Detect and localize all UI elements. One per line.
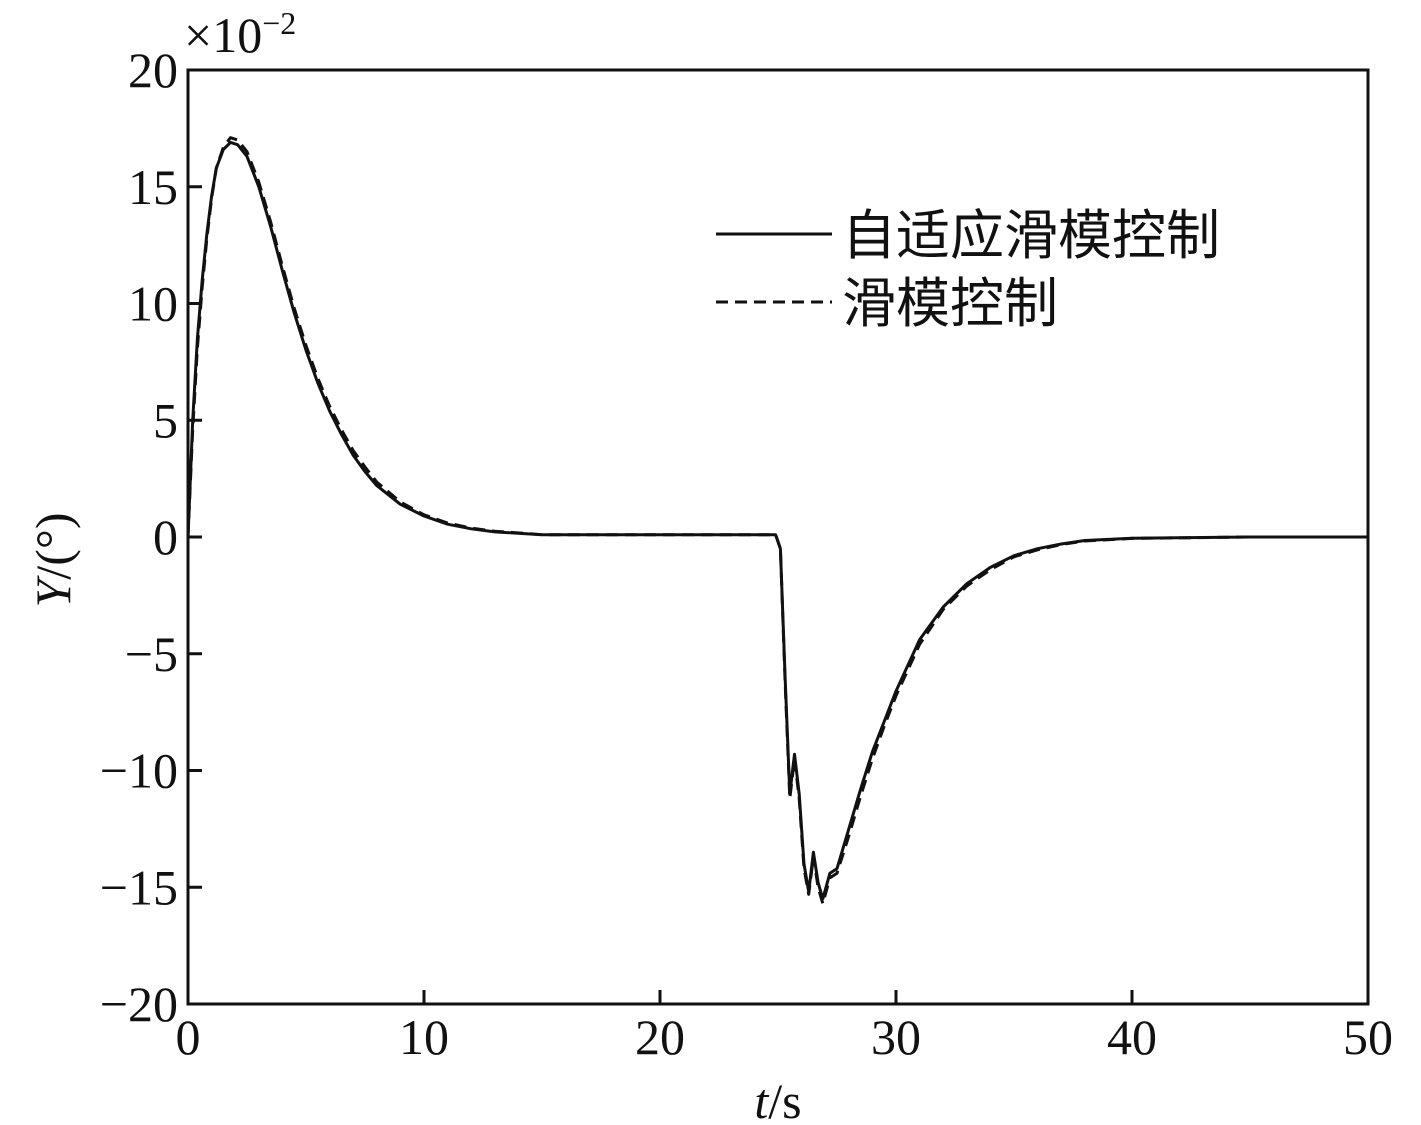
x-axis-var: t	[754, 1073, 769, 1125]
y-tick-label: −10	[100, 743, 178, 799]
series-line-adaptive-smc	[186, 140, 1368, 901]
y-axis-unit: /(°)	[25, 513, 81, 580]
y-tick-label: 5	[153, 392, 178, 448]
y-tick-label: 20	[128, 42, 178, 98]
x-tick-label: 0	[176, 1009, 201, 1065]
x-tick-label: 30	[871, 1009, 921, 1065]
y-scale-base: ×10	[184, 7, 262, 63]
y-tick-label: −20	[100, 976, 178, 1032]
x-axis-label: t/s	[754, 1073, 801, 1125]
x-tick-label: 20	[635, 1009, 685, 1065]
y-scale-exponent: −2	[262, 5, 296, 41]
y-axis-var: Y	[25, 575, 81, 608]
x-tick-label: 40	[1107, 1009, 1157, 1065]
x-axis-ticks: 0 10 20 30 40 50	[176, 990, 1393, 1065]
legend-label-adaptive-smc: 自适应滑模控制	[842, 204, 1220, 267]
y-tick-label: −5	[125, 626, 178, 682]
x-tick-label: 50	[1343, 1009, 1393, 1065]
x-tick-label: 10	[399, 1009, 449, 1065]
y-tick-label: 15	[128, 159, 178, 215]
legend: 自适应滑模控制 滑模控制	[716, 204, 1220, 335]
legend-label-smc: 滑模控制	[842, 272, 1058, 335]
x-axis-unit: /s	[768, 1073, 801, 1125]
y-tick-label: 0	[153, 509, 178, 565]
series-group	[186, 136, 1368, 906]
series-line-smc	[186, 136, 1368, 906]
y-axis-ticks: 20 15 10 5 0 −5 −10 −15 −20	[100, 42, 202, 1032]
y-tick-label: −15	[100, 859, 178, 915]
y-tick-label: 10	[128, 276, 178, 332]
y-axis-label: Y/(°)	[25, 513, 81, 608]
y-scale-note: ×10−2	[184, 5, 296, 63]
